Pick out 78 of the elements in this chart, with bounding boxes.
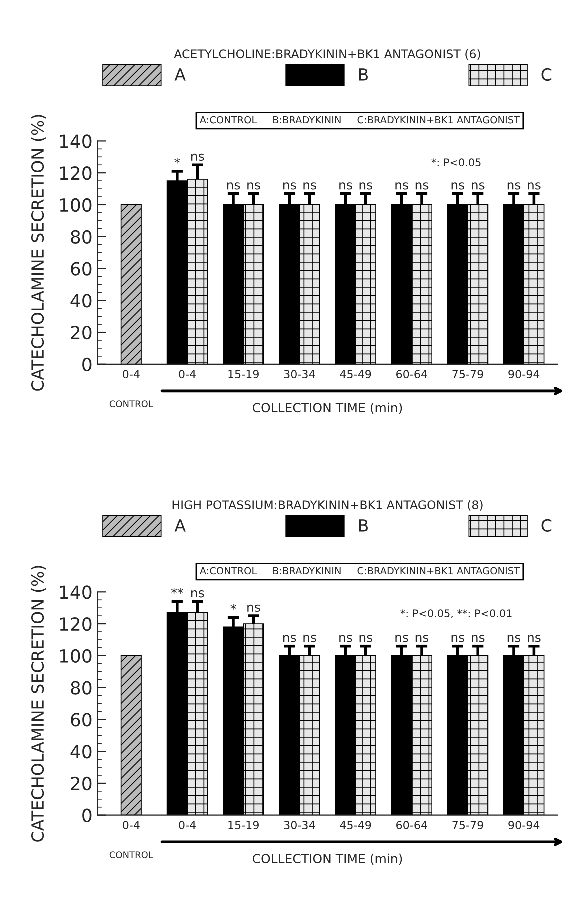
x-tick-label: 75-79 [452, 821, 484, 830]
legend-label: B [359, 520, 368, 532]
data-label: ns [340, 635, 352, 642]
y-tick-label: 0 [82, 808, 92, 822]
y-tick-label: 20 [71, 326, 92, 340]
y-tick-label: 80 [71, 681, 92, 695]
x-tick-label: 90-94 [508, 370, 540, 379]
x-tick-label: 0-4 [179, 370, 196, 379]
x-tick-label: 45-49 [340, 821, 372, 830]
y-tick-label: 40 [70, 294, 92, 308]
y-tick-label: 100 [60, 649, 92, 664]
x-axis-title: COLLECTION TIME (min) [252, 854, 402, 866]
data-label: ns [304, 635, 316, 642]
data-label: ns [472, 182, 485, 190]
annotation: *: P<0.05 [432, 158, 481, 167]
y-tick-label: 120 [60, 617, 92, 632]
data-label: ns [360, 182, 373, 190]
y-tick-label: 140 [60, 586, 92, 600]
text: CONTROL [110, 400, 154, 408]
data-label: ns [452, 182, 465, 190]
y-axis-title: CATECHOLAMINE SECRETION (%) [31, 115, 46, 391]
data-label: ns [416, 635, 429, 642]
x-tick-label: 75-79 [452, 370, 484, 379]
data-label: ns [192, 154, 204, 162]
annotation: *: P<0.05, **: P<0.01 [400, 610, 512, 619]
x-tick-label: 45-49 [340, 370, 372, 379]
data-label: ns [340, 182, 352, 190]
data-label: ns [396, 635, 408, 642]
y-axis-title: CATECHOLAMINE SECRETION (%) [31, 566, 46, 842]
x-axis-title: COLLECTION TIME (min) [252, 402, 402, 414]
data-label: ns [472, 635, 485, 642]
text: A:CONTROL B:BRADYKININ C:BRADYKININ+BK1 ANTAGONIST [200, 116, 520, 124]
legend-label: A [174, 520, 186, 532]
data-label: ns [284, 182, 296, 190]
text: CONTROL [110, 852, 154, 858]
legend-label: A [174, 68, 186, 81]
data-label: ns [508, 182, 521, 190]
chart-title: ACETYLCHOLINE:BRADYKININ+BK1 ANTAGONIST (6) [174, 49, 480, 60]
legend-label: C [542, 68, 552, 82]
x-tick-label: 90-94 [508, 821, 540, 830]
data-label: ns [227, 182, 240, 190]
x-tick-label: 60-64 [396, 370, 428, 379]
legend-label: B [359, 68, 368, 81]
data-label: ns [304, 182, 316, 190]
data-label: ns [528, 182, 541, 190]
x-tick-label: 15-19 [228, 370, 259, 379]
data-label: ns [416, 182, 429, 190]
data-label: ns [360, 635, 373, 642]
data-label: ns [528, 635, 541, 642]
text: A:CONTROL B:BRADYKININ C:BRADYKININ+BK1 ANTAGONIST [200, 567, 520, 575]
data-label: ** [172, 588, 184, 594]
data-label: ns [452, 635, 465, 642]
y-tick-label: 40 [70, 745, 92, 759]
y-tick-label: 120 [60, 166, 92, 180]
x-tick-label: 60-64 [396, 821, 428, 830]
data-label: ns [508, 635, 521, 642]
y-tick-label: 80 [71, 230, 92, 244]
x-tick-label: 15-19 [228, 821, 259, 830]
x-tick-label: 30-34 [284, 370, 316, 379]
legend-label: C [542, 519, 552, 532]
x-tick-label: 0-4 [123, 821, 140, 830]
data-label: ns [248, 182, 260, 190]
data-label: ns [284, 635, 296, 642]
data-label: * [174, 158, 180, 164]
data-label: ns [248, 604, 260, 612]
x-tick-label: 0-4 [179, 821, 196, 830]
y-tick-label: 60 [71, 262, 92, 276]
y-tick-label: 0 [82, 358, 92, 372]
x-tick-label: 30-34 [284, 821, 316, 830]
y-tick-label: 20 [71, 776, 92, 791]
y-tick-label: 140 [60, 134, 92, 148]
data-label: ns [396, 182, 408, 190]
data-label: ns [192, 590, 204, 598]
data-label: * [230, 604, 236, 610]
y-tick-label: 100 [60, 198, 92, 212]
y-tick-label: 60 [71, 713, 92, 727]
chart-title: HIGH POTASSIUM:BRADYKININ+BK1 ANTAGONIST (8) [172, 500, 483, 511]
x-tick-label: 0-4 [123, 370, 140, 379]
